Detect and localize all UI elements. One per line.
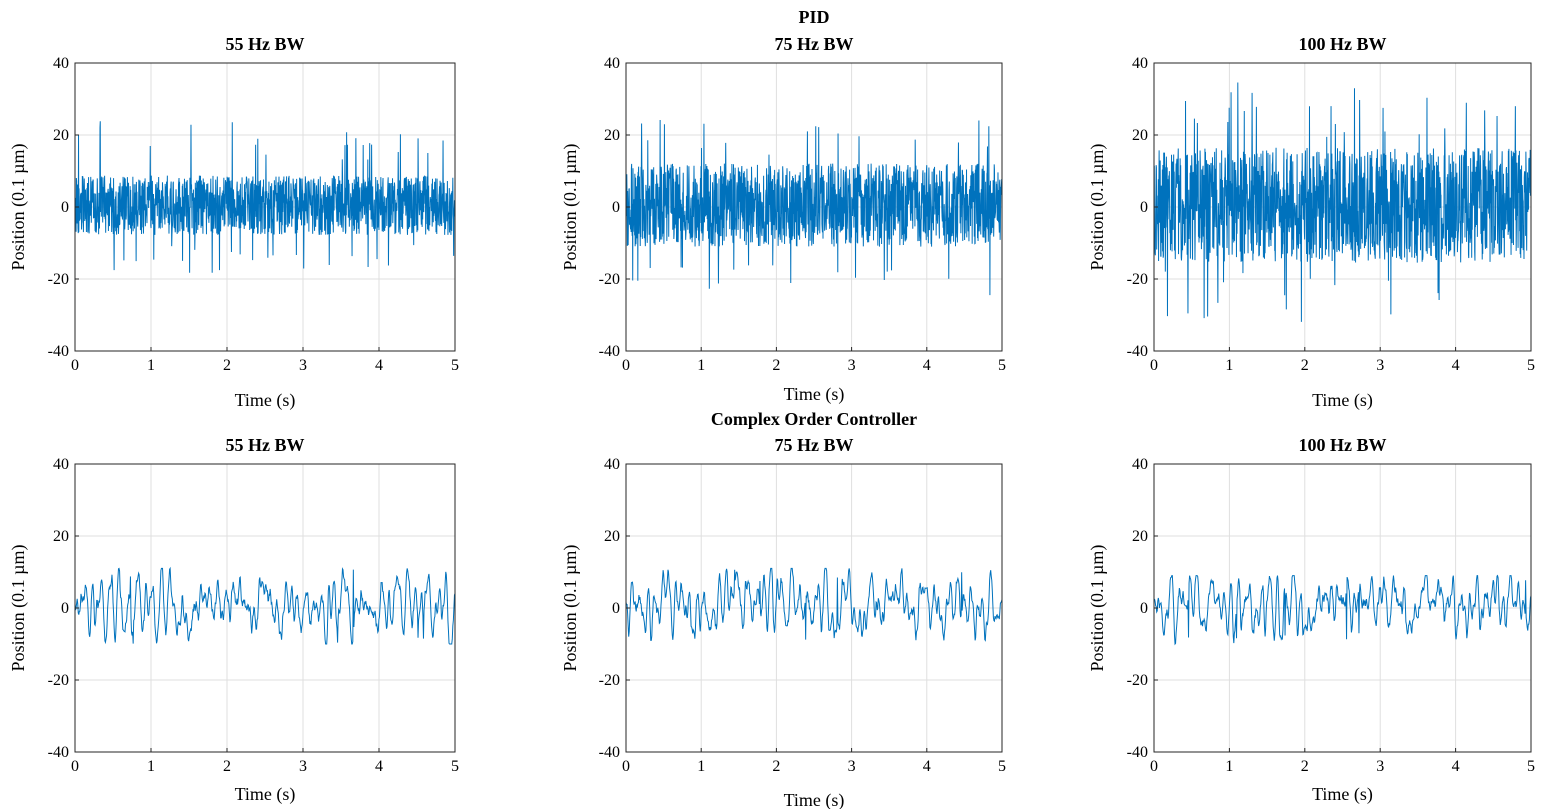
x-axis-label: Time (s) xyxy=(235,784,296,805)
x-tick-label: 2 xyxy=(772,758,780,775)
x-tick-label: 5 xyxy=(451,357,459,374)
x-tick-label: 1 xyxy=(147,758,155,775)
x-tick-label: 1 xyxy=(1225,357,1233,374)
y-tick-label: 40 xyxy=(53,456,69,473)
x-tick-label: 0 xyxy=(622,357,630,374)
y-axis-label: Position (0.1 µm) xyxy=(8,545,29,672)
y-tick-label: -20 xyxy=(48,271,69,288)
x-tick-label: 5 xyxy=(998,357,1006,374)
subplot-title: 55 Hz BW xyxy=(226,34,305,54)
y-tick-label: 20 xyxy=(604,528,620,545)
x-tick-label: 2 xyxy=(1301,357,1309,374)
x-axis-label: Time (s) xyxy=(235,390,296,411)
x-tick-label: 4 xyxy=(375,758,383,775)
figure-title-complex-order: Complex Order Controller xyxy=(711,409,917,429)
y-tick-label: 20 xyxy=(53,127,69,144)
y-tick-label: -40 xyxy=(599,343,620,360)
subplot-title: 75 Hz BW xyxy=(775,435,854,455)
x-axis-label: Time (s) xyxy=(784,384,845,405)
x-tick-label: 0 xyxy=(622,758,630,775)
subplot: 0 1 2 3 4 5 -40 -20 0 20 40 75 Hz BW Time (s) Positio… xyxy=(560,34,1006,405)
x-axis-label: Time (s) xyxy=(1312,390,1373,411)
subplot-title: 100 Hz BW xyxy=(1299,435,1387,455)
y-tick-label: 40 xyxy=(604,55,620,72)
y-axis-label: Position (0.1 µm) xyxy=(1087,144,1108,271)
x-tick-label: 2 xyxy=(223,758,231,775)
y-tick-label: -20 xyxy=(1127,271,1148,288)
x-tick-label: 5 xyxy=(998,758,1006,775)
y-tick-label: -20 xyxy=(599,672,620,689)
x-tick-label: 0 xyxy=(1150,357,1158,374)
x-tick-label: 3 xyxy=(299,758,307,775)
y-tick-label: 20 xyxy=(53,528,69,545)
x-tick-label: 1 xyxy=(1225,758,1233,775)
x-tick-label: 4 xyxy=(923,357,931,374)
signal-line xyxy=(625,119,1003,296)
y-axis-label: Position (0.1 µm) xyxy=(560,545,581,672)
y-tick-label: 20 xyxy=(604,127,620,144)
x-tick-label: 4 xyxy=(1452,758,1460,775)
y-tick-label: -40 xyxy=(1127,744,1148,761)
y-axis-label: Position (0.1 µm) xyxy=(8,144,29,271)
subplot: 0 1 2 3 4 5 -40 -20 0 20 40 55 Hz BW Time (s) Positio… xyxy=(8,435,459,805)
y-tick-label: 0 xyxy=(1140,199,1148,216)
subplot: 0 1 2 3 4 5 -40 -20 0 20 40 55 Hz BW Time (s) Positio… xyxy=(8,34,459,411)
x-tick-label: 3 xyxy=(848,758,856,775)
x-axis-label: Time (s) xyxy=(1312,784,1373,805)
x-tick-label: 5 xyxy=(451,758,459,775)
y-axis-label: Position (0.1 µm) xyxy=(1087,545,1108,672)
x-tick-label: 2 xyxy=(1301,758,1309,775)
x-tick-label: 2 xyxy=(772,357,780,374)
y-tick-label: 0 xyxy=(612,199,620,216)
y-tick-label: 40 xyxy=(604,456,620,473)
x-tick-label: 4 xyxy=(1452,357,1460,374)
y-tick-label: 0 xyxy=(61,199,69,216)
y-tick-label: 20 xyxy=(1132,528,1148,545)
x-tick-label: 1 xyxy=(147,357,155,374)
subplot: 0 1 2 3 4 5 -40 -20 0 20 40 75 Hz BW Time (s) Positio… xyxy=(560,435,1006,809)
y-tick-label: -40 xyxy=(48,343,69,360)
subplot-title: 55 Hz BW xyxy=(226,435,305,455)
x-tick-label: 4 xyxy=(923,758,931,775)
y-tick-label: 0 xyxy=(1140,600,1148,617)
x-tick-label: 0 xyxy=(71,357,79,374)
y-tick-label: 40 xyxy=(53,55,69,72)
signal-line xyxy=(625,567,1003,642)
subplot: 0 1 2 3 4 5 -40 -20 0 20 40 100 Hz BW Time (s) Positi… xyxy=(1087,34,1535,411)
x-tick-label: 3 xyxy=(848,357,856,374)
subplot: 0 1 2 3 4 5 -40 -20 0 20 40 100 Hz BW Time (s) Positi… xyxy=(1087,435,1535,805)
y-tick-label: 40 xyxy=(1132,55,1148,72)
figure-title-pid: PID xyxy=(799,7,830,27)
x-tick-label: 1 xyxy=(697,758,705,775)
x-tick-label: 2 xyxy=(223,357,231,374)
x-tick-label: 3 xyxy=(1376,357,1384,374)
x-tick-label: 3 xyxy=(1376,758,1384,775)
signal-line xyxy=(1153,82,1532,322)
x-tick-label: 0 xyxy=(1150,758,1158,775)
y-tick-label: -20 xyxy=(599,271,620,288)
x-axis-label: Time (s) xyxy=(784,790,845,809)
x-tick-label: 5 xyxy=(1527,758,1535,775)
y-tick-label: -40 xyxy=(48,744,69,761)
y-tick-label: -40 xyxy=(1127,343,1148,360)
y-tick-label: -40 xyxy=(599,744,620,761)
x-tick-label: 1 xyxy=(697,357,705,374)
y-tick-label: 0 xyxy=(61,600,69,617)
y-tick-label: -20 xyxy=(1127,672,1148,689)
signal-line xyxy=(1153,574,1532,646)
y-tick-label: 20 xyxy=(1132,127,1148,144)
signal-line xyxy=(74,121,456,273)
x-tick-label: 0 xyxy=(71,758,79,775)
x-tick-label: 5 xyxy=(1527,357,1535,374)
subplot-title: 100 Hz BW xyxy=(1299,34,1387,54)
y-tick-label: 0 xyxy=(612,600,620,617)
signal-line xyxy=(74,566,456,645)
x-tick-label: 3 xyxy=(299,357,307,374)
y-axis-label: Position (0.1 µm) xyxy=(560,144,581,271)
y-tick-label: -20 xyxy=(48,672,69,689)
subplot-title: 75 Hz BW xyxy=(775,34,854,54)
y-tick-label: 40 xyxy=(1132,456,1148,473)
x-tick-label: 4 xyxy=(375,357,383,374)
